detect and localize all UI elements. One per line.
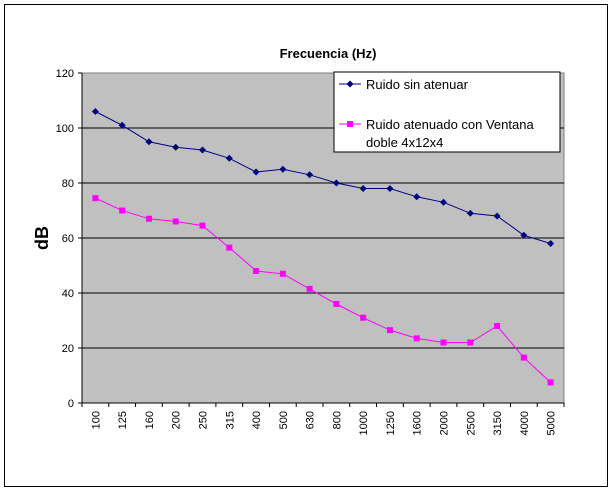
- data-point-square: [172, 218, 179, 225]
- x-tick-label: 1600: [412, 411, 424, 435]
- y-tick-label: 120: [56, 68, 74, 80]
- y-tick-label: 20: [62, 343, 74, 355]
- y-tick-label: 60: [62, 233, 74, 245]
- y-tick-label: 100: [56, 123, 74, 135]
- data-point-square: [253, 268, 260, 274]
- data-point-diamond: [145, 138, 153, 146]
- data-point-diamond: [306, 171, 314, 179]
- legend-box: [333, 71, 561, 153]
- series-line-1: [95, 197, 551, 383]
- data-point-diamond: [332, 179, 340, 187]
- x-tick-label: 200: [171, 411, 183, 429]
- data-point-diamond: [279, 165, 287, 173]
- data-point-square: [413, 335, 420, 342]
- legend-marker-diamond: [346, 80, 354, 88]
- data-point-square: [199, 222, 206, 229]
- y-tick-label: 0: [68, 398, 74, 410]
- data-point-square: [119, 207, 126, 214]
- x-tick-label: 400: [251, 411, 263, 429]
- x-tick-label: 2500: [465, 411, 477, 435]
- data-point-square: [279, 270, 286, 277]
- x-tick-label: 800: [331, 411, 343, 429]
- series-line-0: [95, 111, 551, 244]
- axes: 0 20 40 60 80 100 120 100 125 160 200 250 315 400 500 6…: [56, 68, 565, 435]
- data-point-square: [226, 244, 233, 251]
- x-tick-label: 160: [144, 411, 156, 429]
- x-tick-label: 1000: [358, 411, 370, 435]
- y-tick-label: 40: [62, 288, 74, 300]
- x-tick-label: 1250: [385, 411, 397, 435]
- data-point-diamond: [118, 121, 126, 129]
- data-point-diamond: [520, 231, 528, 239]
- data-point-diamond: [386, 185, 394, 192]
- data-point-square: [547, 379, 554, 386]
- data-point-diamond: [413, 193, 421, 201]
- legend-label: Ruido atenuado con Ventana doble 4x12x4: [366, 117, 534, 150]
- data-point-square: [92, 195, 99, 202]
- data-point-square: [520, 354, 527, 361]
- x-tick-label: 3150: [492, 411, 504, 435]
- x-tick-label: 500: [278, 411, 290, 429]
- data-point-diamond: [493, 212, 501, 220]
- x-tick-label: 250: [198, 411, 210, 429]
- x-tick-label: 5000: [546, 411, 558, 435]
- legend: Ruido sin atenuar Ruido atenuado con Vent…: [333, 71, 561, 153]
- y-tick-label: 80: [62, 178, 74, 190]
- data-point-diamond: [91, 108, 99, 115]
- data-point-diamond: [440, 198, 447, 206]
- data-point-square: [360, 314, 367, 321]
- data-point-square: [440, 339, 447, 346]
- data-point-diamond: [252, 168, 260, 176]
- data-point-square: [467, 339, 474, 346]
- series: [91, 108, 555, 386]
- x-tick-label: 4000: [519, 411, 531, 435]
- data-point-diamond: [466, 209, 474, 217]
- x-tick-label: 630: [305, 411, 317, 429]
- data-point-diamond: [225, 154, 233, 162]
- data-point-square: [306, 285, 313, 292]
- legend-marker-square: [347, 121, 353, 127]
- x-tick-label: 315: [224, 411, 236, 429]
- x-tick-label: 100: [90, 411, 102, 429]
- data-point-square: [494, 323, 501, 329]
- data-point-diamond: [547, 240, 555, 247]
- x-tick-label: 2000: [439, 411, 451, 435]
- data-point-square: [333, 301, 340, 307]
- y-axis-label: dB: [32, 226, 52, 250]
- chart-title: Frecuencia (Hz): [280, 46, 377, 61]
- data-point-diamond: [359, 185, 367, 192]
- data-point-square: [145, 215, 152, 222]
- x-tick-label: 125: [117, 411, 129, 429]
- data-point-square: [386, 327, 393, 334]
- legend-label: Ruido sin atenuar: [366, 77, 469, 92]
- data-point-diamond: [172, 143, 180, 151]
- data-point-diamond: [199, 146, 206, 154]
